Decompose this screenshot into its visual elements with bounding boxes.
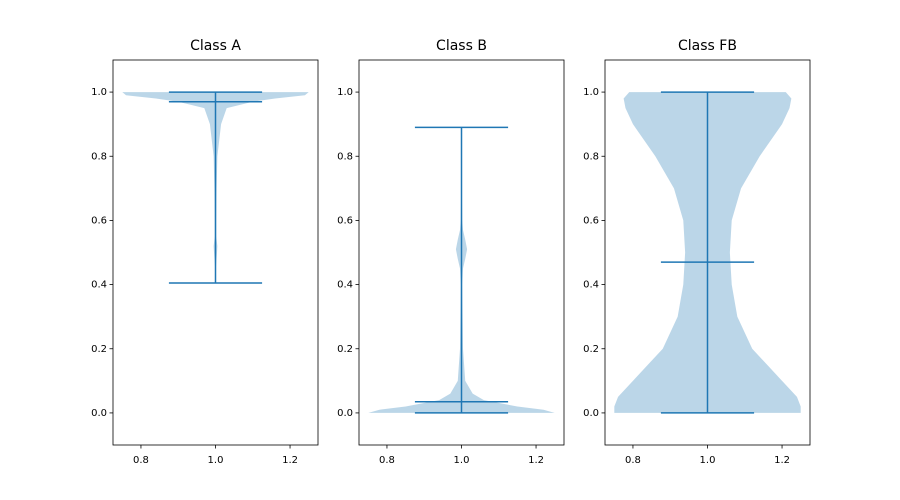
- x-tick-label: 0.8: [625, 455, 641, 466]
- y-tick-label: 0.4: [91, 280, 107, 291]
- x-tick-label: 1.2: [528, 455, 544, 466]
- y-tick-label: 0.0: [91, 408, 107, 419]
- violin-body: [215, 92, 309, 283]
- x-tick-label: 1.0: [208, 455, 224, 466]
- violin-body: [122, 92, 216, 283]
- y-tick-label: 0.8: [583, 151, 599, 162]
- y-tick-label: 1.0: [583, 87, 599, 98]
- x-tick-label: 1.2: [774, 455, 790, 466]
- y-tick-label: 0.2: [91, 344, 107, 355]
- y-tick-label: 1.0: [91, 87, 107, 98]
- y-tick-label: 0.6: [91, 215, 107, 226]
- violin-body: [461, 127, 555, 413]
- y-tick-label: 0.6: [583, 215, 599, 226]
- x-tick-label: 1.2: [282, 455, 298, 466]
- y-tick-label: 0.4: [337, 280, 353, 291]
- y-tick-label: 0.8: [337, 151, 353, 162]
- y-tick-label: 0.2: [583, 344, 599, 355]
- y-tick-label: 0.4: [583, 280, 599, 291]
- panel-title: Class FB: [678, 38, 737, 54]
- panel-title: Class A: [190, 38, 241, 54]
- y-tick-label: 0.0: [583, 408, 599, 419]
- y-tick-label: 0.6: [337, 215, 353, 226]
- violin-body: [614, 92, 708, 413]
- y-tick-label: 0.0: [337, 408, 353, 419]
- violin-body: [707, 92, 801, 413]
- y-tick-label: 0.8: [91, 151, 107, 162]
- x-tick-label: 0.8: [379, 455, 395, 466]
- y-tick-label: 0.2: [337, 344, 353, 355]
- panel-title: Class B: [436, 38, 487, 54]
- violin-body: [368, 127, 462, 413]
- x-tick-label: 1.0: [700, 455, 716, 466]
- x-tick-label: 1.0: [454, 455, 470, 466]
- y-tick-label: 1.0: [337, 87, 353, 98]
- x-tick-label: 0.8: [133, 455, 149, 466]
